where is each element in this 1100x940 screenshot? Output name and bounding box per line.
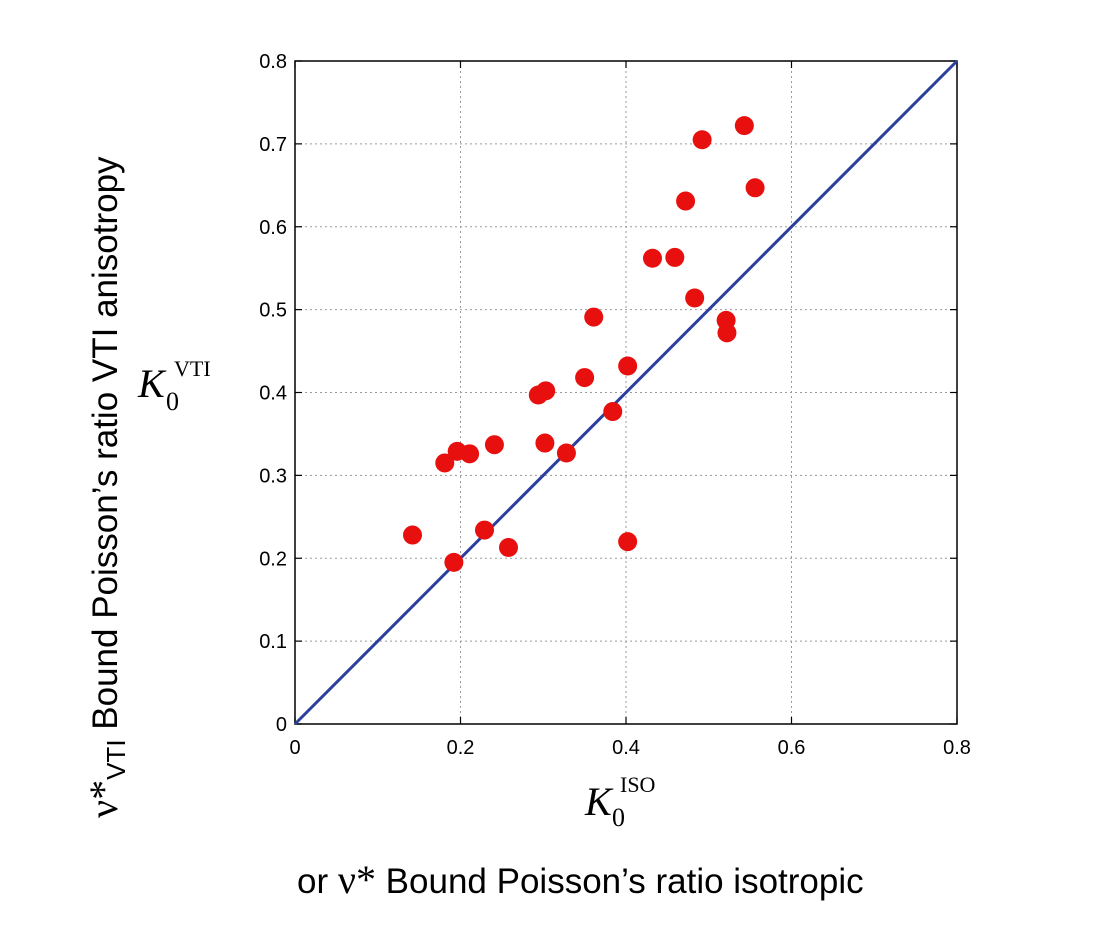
- y-tick-label: 0.5: [259, 300, 287, 322]
- data-point: [745, 178, 765, 198]
- axis-ticks: 0 0.2 0.4 0.6 0.8 0 0.1 0.2 0.3 0.4 0.5 0.6 0.7 0.8: [259, 51, 971, 759]
- y-axis-symbol-superscript: VTI: [174, 356, 211, 381]
- data-point: [484, 435, 504, 455]
- data-point: [665, 247, 685, 267]
- data-point: [692, 130, 712, 150]
- y-tick-label: 0.8: [259, 51, 287, 73]
- y-axis-caption: ν*VTI Bound Poisson’s ratio VTI anisotro…: [81, 156, 131, 818]
- data-point: [536, 381, 556, 401]
- data-point: [603, 402, 623, 422]
- data-point: [556, 443, 576, 463]
- y-axis-caption-symbol: ν*: [81, 780, 126, 818]
- y-axis-caption-text: Bound Poisson’s ratio VTI anisotropy: [86, 156, 125, 740]
- x-tick-label: 0.8: [943, 737, 971, 759]
- y-tick-label: 0.4: [259, 383, 287, 405]
- x-axis-symbol: K: [584, 779, 614, 824]
- identity-reference-line: [293, 59, 959, 726]
- y-tick-label: 0.2: [259, 548, 287, 570]
- y-tick-label: 0: [276, 714, 287, 736]
- data-point: [498, 537, 518, 557]
- y-tick-label: 0.6: [259, 217, 287, 239]
- data-point: [618, 532, 638, 552]
- data-point: [474, 520, 494, 540]
- y-tick-label: 0.7: [259, 134, 287, 156]
- data-point: [403, 525, 423, 545]
- data-point: [444, 552, 464, 572]
- data-point: [575, 368, 595, 388]
- x-axis-symbol-superscript: ISO: [620, 772, 655, 797]
- x-tick-label: 0.6: [778, 737, 806, 759]
- data-points: [403, 116, 765, 572]
- y-tick-label: 0.1: [259, 631, 287, 653]
- data-point: [676, 191, 696, 211]
- x-axis-symbol-subscript: 0: [612, 803, 625, 832]
- data-point: [642, 248, 662, 268]
- data-point: [460, 444, 480, 464]
- data-point: [535, 433, 555, 453]
- x-axis-caption: or ν* Bound Poisson’s ratio isotropic: [297, 857, 864, 902]
- data-point: [717, 323, 737, 343]
- x-axis-caption-prefix: or: [297, 862, 338, 901]
- x-tick-label: 0.4: [612, 737, 640, 759]
- data-point: [584, 307, 604, 327]
- y-axis-caption-subscript: VTI: [101, 739, 131, 779]
- y-axis-symbol: K: [137, 361, 167, 406]
- x-tick-label: 0: [289, 737, 300, 759]
- data-point: [435, 453, 455, 473]
- y-tick-label: 0.3: [259, 465, 287, 487]
- data-point: [618, 356, 638, 376]
- data-point: [734, 116, 754, 136]
- data-point: [685, 288, 705, 308]
- x-axis-symbol-label: K: [584, 779, 614, 824]
- y-axis-symbol-label: K: [137, 361, 167, 406]
- x-axis-caption-text: Bound Poisson’s ratio isotropic: [376, 862, 864, 901]
- y-axis-symbol-subscript: 0: [166, 387, 179, 416]
- x-axis-caption-symbol: ν*: [338, 857, 376, 902]
- x-tick-label: 0.2: [447, 737, 475, 759]
